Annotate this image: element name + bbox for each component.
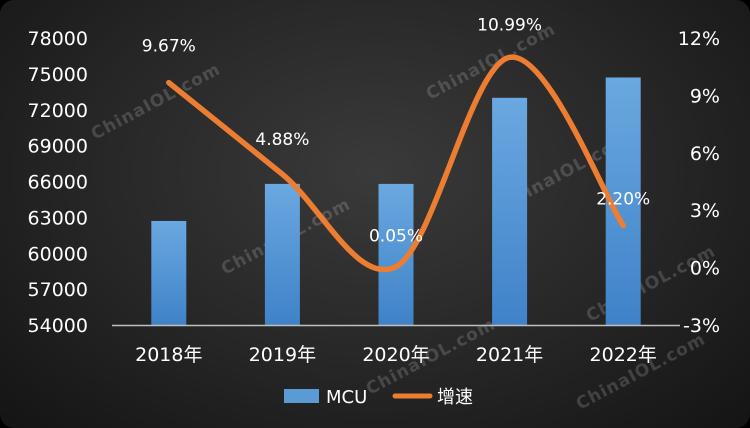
bar-mcu bbox=[492, 97, 528, 326]
growth-data-label: 4.88% bbox=[255, 130, 309, 150]
watermark-text: ChinaIOL.com bbox=[88, 59, 224, 144]
legend-label-growth: 增速 bbox=[437, 387, 473, 408]
right-axis-tick-label: 12% bbox=[678, 28, 720, 50]
left-axis-tick-label: 63000 bbox=[28, 207, 88, 229]
x-axis-tick-label: 2020年 bbox=[362, 344, 429, 366]
watermark-text: ChinaIOL.com bbox=[573, 329, 709, 414]
left-axis-tick-label: 60000 bbox=[28, 243, 88, 265]
bar-mcu bbox=[151, 220, 187, 325]
left-axis-tick-label: 66000 bbox=[28, 172, 88, 194]
growth-data-label: 2.20% bbox=[596, 190, 650, 210]
x-axis-tick-label: 2022年 bbox=[590, 344, 657, 366]
growth-rate-line bbox=[166, 54, 626, 273]
x-axis-tick-label: 2021年 bbox=[476, 344, 543, 366]
growth-data-label: 10.99% bbox=[477, 15, 542, 35]
legend-label-mcu: MCU bbox=[326, 387, 367, 408]
right-axis-tick-label: 9% bbox=[690, 85, 720, 107]
watermark-text: ChinaIOL.com bbox=[583, 241, 719, 326]
legend-swatch-mcu bbox=[284, 389, 319, 403]
left-axis-tick-label: 75000 bbox=[28, 64, 88, 86]
left-axis-tick-label: 69000 bbox=[28, 136, 88, 158]
right-axis-tick-label: 3% bbox=[690, 200, 720, 222]
growth-data-label: 0.05% bbox=[369, 227, 423, 247]
right-axis-tick-label: 6% bbox=[690, 143, 720, 165]
x-axis-tick-label: 2018年 bbox=[135, 344, 202, 366]
left-axis-tick-label: 72000 bbox=[28, 100, 88, 122]
bar-mcu bbox=[264, 183, 300, 325]
right-axis-tick-label: 0% bbox=[690, 258, 720, 280]
right-axis-tick-label: -3% bbox=[683, 315, 720, 337]
left-axis-tick-label: 57000 bbox=[28, 279, 88, 301]
x-axis-tick-label: 2019年 bbox=[249, 344, 316, 366]
growth-data-label: 9.67% bbox=[142, 37, 196, 57]
left-axis-tick-label: 78000 bbox=[28, 28, 88, 50]
left-axis-tick-label: 54000 bbox=[28, 315, 88, 337]
